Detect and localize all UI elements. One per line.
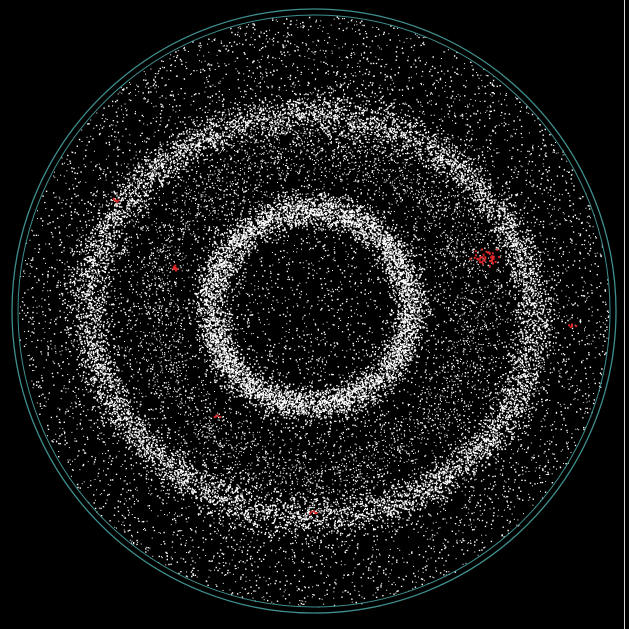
particle-layer xyxy=(19,16,610,608)
boundary-circle-inner xyxy=(17,14,611,608)
particle-dots xyxy=(19,16,610,608)
right-edge-line xyxy=(624,0,625,629)
boundary-circle-outer xyxy=(11,8,617,614)
